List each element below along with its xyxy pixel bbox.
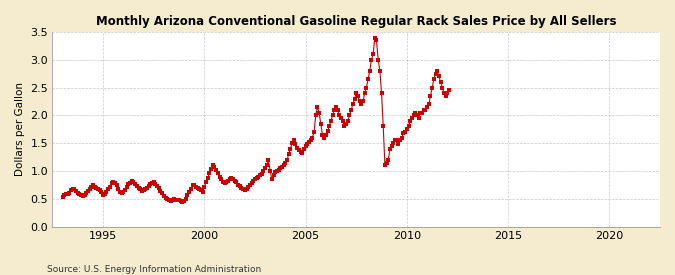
Title: Monthly Arizona Conventional Gasoline Regular Rack Sales Price by All Sellers: Monthly Arizona Conventional Gasoline Re…: [96, 15, 616, 28]
Y-axis label: Dollars per Gallon: Dollars per Gallon: [15, 82, 25, 176]
Text: Source: U.S. Energy Information Administration: Source: U.S. Energy Information Administ…: [47, 265, 261, 274]
